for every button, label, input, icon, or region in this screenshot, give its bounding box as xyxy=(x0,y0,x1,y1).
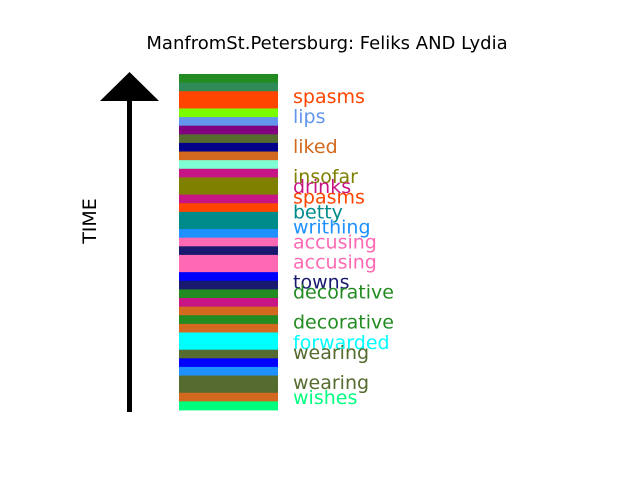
stripe-14 xyxy=(179,194,278,204)
stripe-29 xyxy=(179,323,278,333)
stripe-21 xyxy=(179,254,278,264)
word-label-4: drinks xyxy=(293,176,351,198)
word-label-16: wishes xyxy=(293,387,357,409)
stripe-4 xyxy=(179,108,278,118)
stripe-28 xyxy=(179,315,278,325)
stripe-25 xyxy=(179,289,278,299)
word-label-10: towns xyxy=(293,272,350,294)
stripe-19 xyxy=(179,237,278,247)
stripe-22 xyxy=(179,263,278,273)
chart-title: ManfromSt.Petersburg: Feliks AND Lydia xyxy=(146,33,507,54)
stripe-10 xyxy=(179,160,278,170)
stripe-33 xyxy=(179,358,278,368)
stripe-0 xyxy=(179,74,278,84)
stripe-27 xyxy=(179,306,278,316)
word-label-6: betty xyxy=(293,201,343,223)
word-labels: spasmslipslikedinsofardrinksspasmsbettyw… xyxy=(293,86,394,409)
stripe-9 xyxy=(179,151,278,161)
stripe-6 xyxy=(179,125,278,135)
stripe-2 xyxy=(179,91,278,101)
stripe-30 xyxy=(179,332,278,342)
stripe-20 xyxy=(179,246,278,256)
stripe-26 xyxy=(179,298,278,308)
word-label-3: insofar xyxy=(293,166,358,188)
stripe-23 xyxy=(179,272,278,282)
stripe-36 xyxy=(179,384,278,394)
word-label-13: forwarded xyxy=(293,332,390,354)
stripe-16 xyxy=(179,211,278,221)
stripe-12 xyxy=(179,177,278,187)
stripe-15 xyxy=(179,203,278,213)
stripe-11 xyxy=(179,168,278,178)
word-label-9: accusing xyxy=(293,252,377,274)
word-label-7: writhing xyxy=(293,217,371,239)
y-axis-label: TIME xyxy=(79,198,101,245)
time-arrow-head xyxy=(100,72,159,101)
word-label-8: accusing xyxy=(293,231,377,253)
stripe-8 xyxy=(179,142,278,152)
word-label-1: lips xyxy=(293,106,326,128)
word-label-0: spasms xyxy=(293,86,365,108)
stripe-13 xyxy=(179,186,278,196)
word-label-12: decorative xyxy=(293,312,394,334)
word-label-5: spasms xyxy=(293,186,365,208)
stripe-1 xyxy=(179,82,278,92)
stripe-17 xyxy=(179,220,278,230)
stripe-column xyxy=(179,74,278,411)
stripe-3 xyxy=(179,99,278,109)
word-label-11: decorative xyxy=(293,282,394,304)
word-label-14: wearing xyxy=(293,342,369,364)
stripe-34 xyxy=(179,366,278,376)
stripe-18 xyxy=(179,229,278,239)
time-arrow xyxy=(100,72,159,412)
stripe-31 xyxy=(179,341,278,351)
stripe-35 xyxy=(179,375,278,385)
stripe-37 xyxy=(179,392,278,402)
stripe-32 xyxy=(179,349,278,359)
stripe-5 xyxy=(179,117,278,127)
time-arrow-shaft xyxy=(127,100,132,412)
stripe-7 xyxy=(179,134,278,144)
word-label-2: liked xyxy=(293,136,338,158)
word-label-15: wearing xyxy=(293,372,369,394)
stripe-24 xyxy=(179,280,278,290)
stripe-38 xyxy=(179,401,278,411)
